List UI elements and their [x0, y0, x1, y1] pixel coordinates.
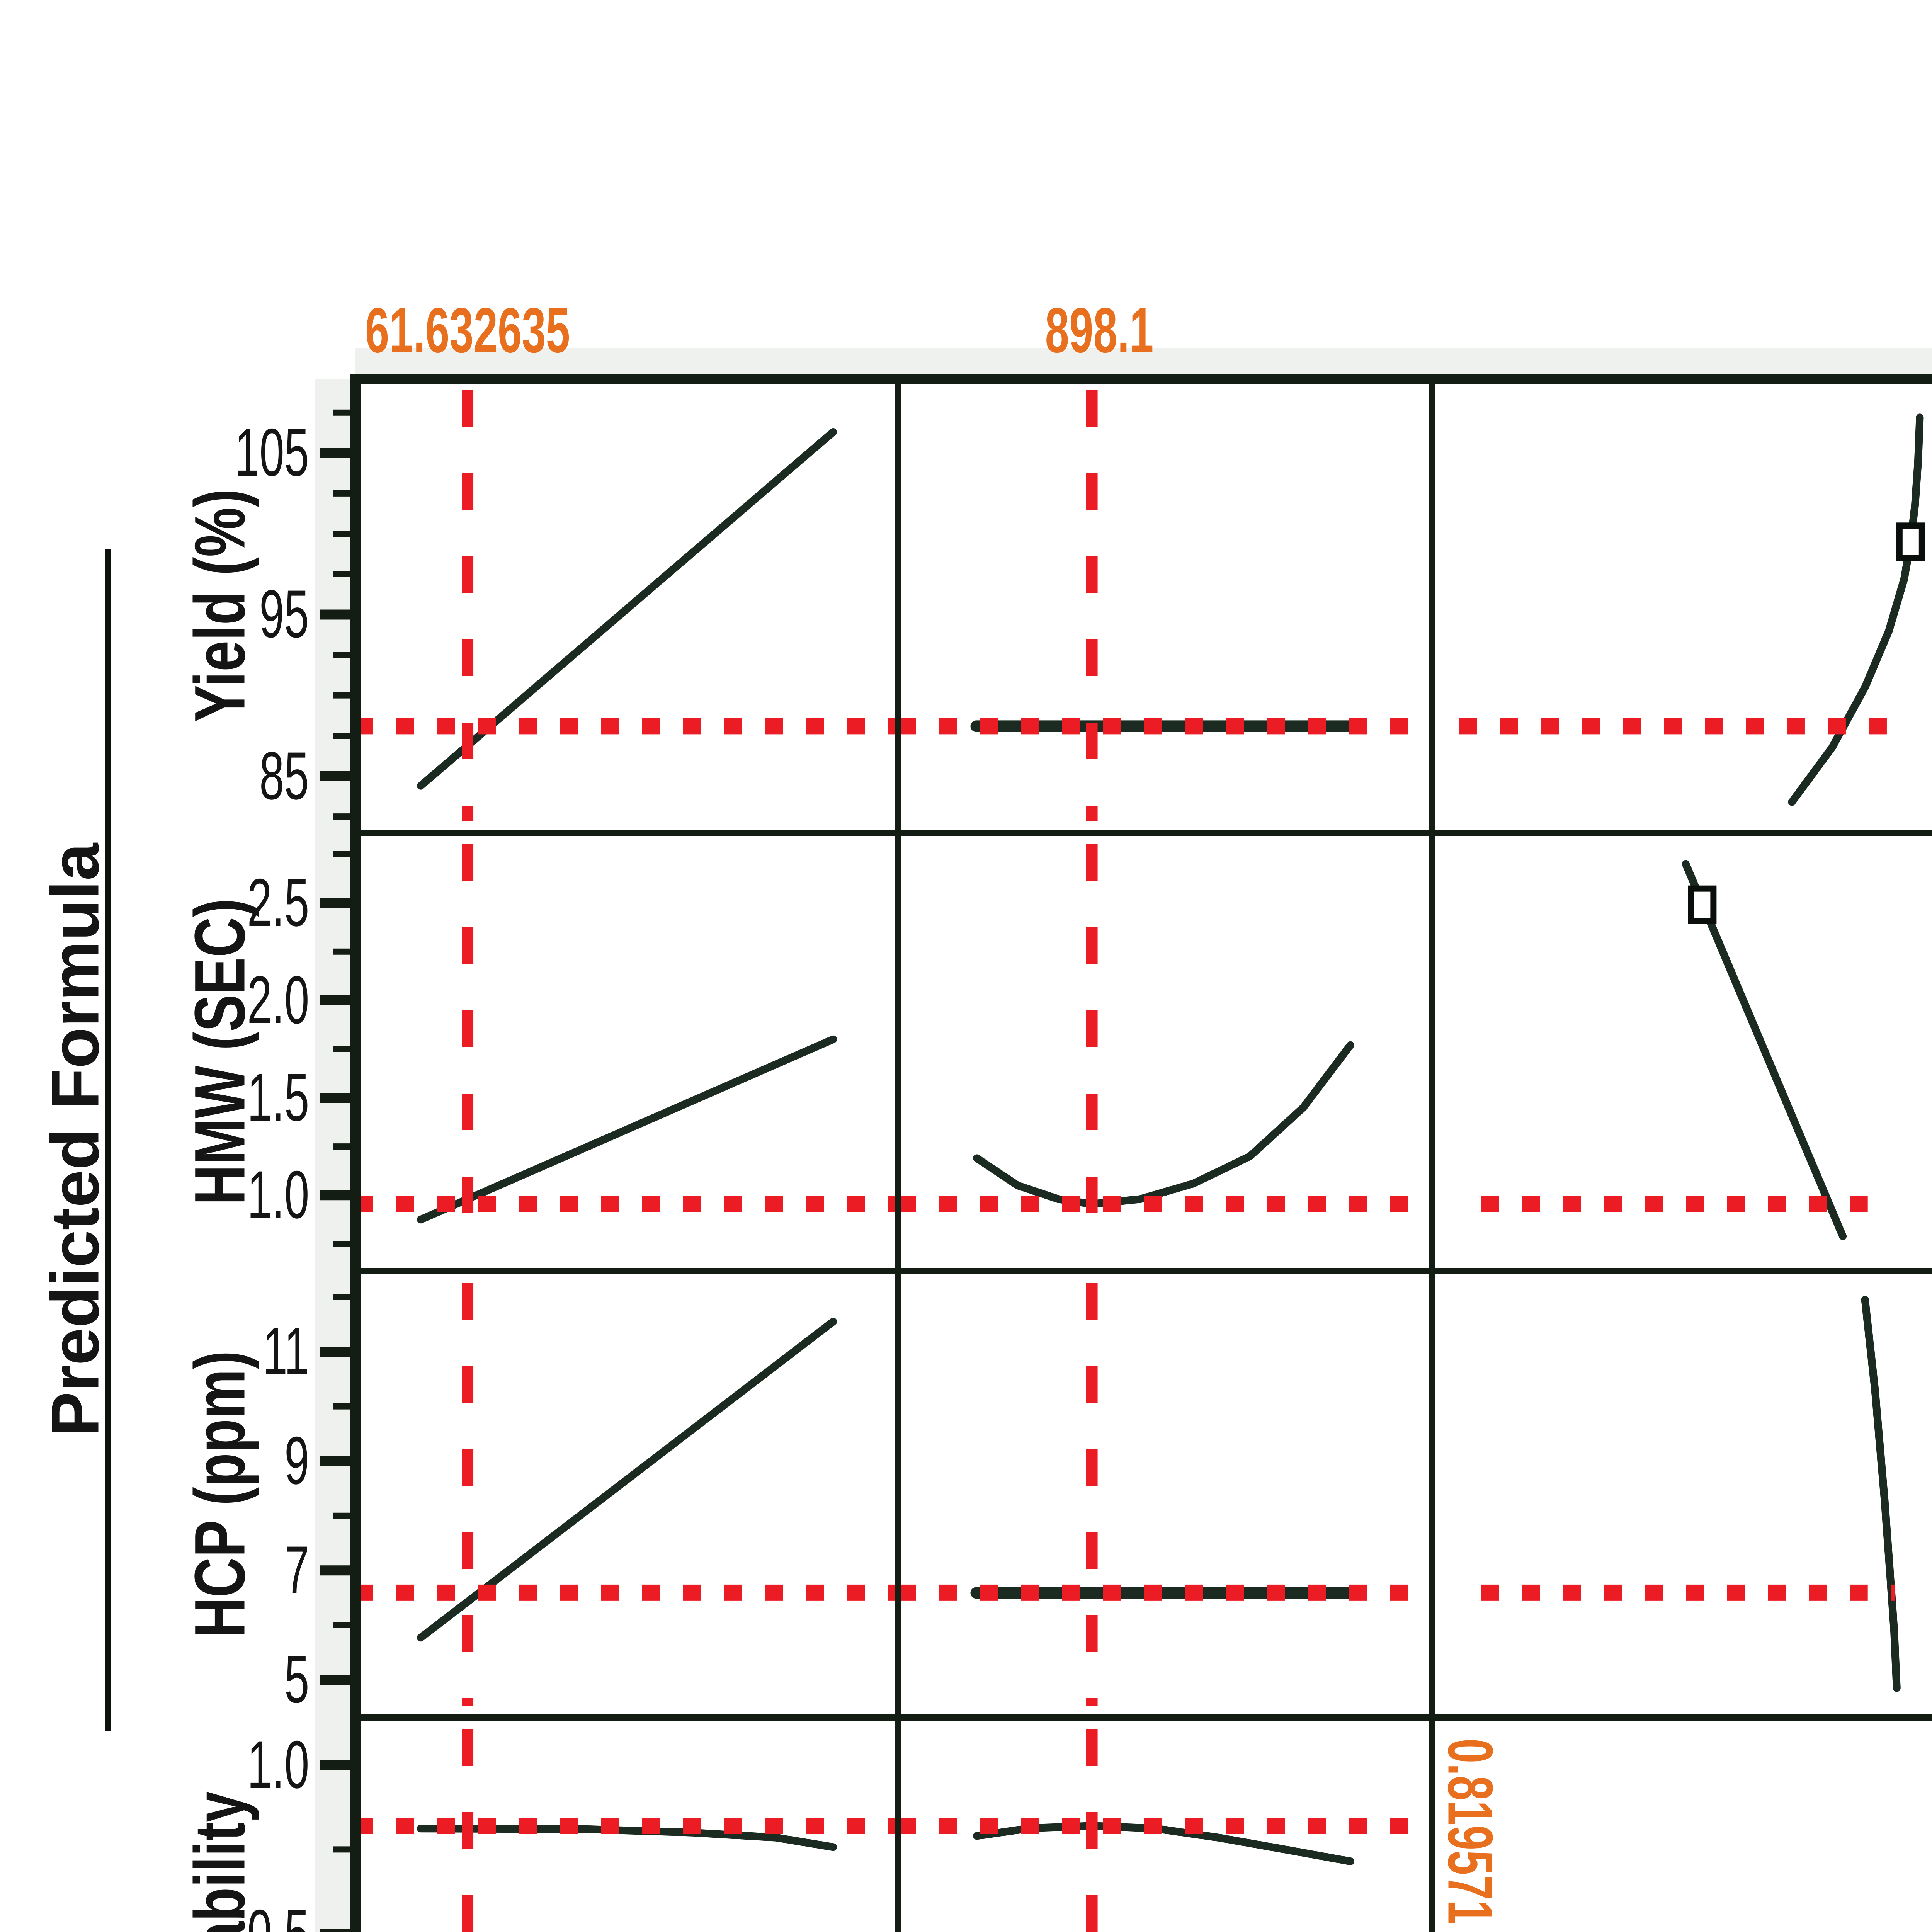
- left-group-title: Predicted Formula: [37, 843, 113, 1437]
- profile-curve: [1861, 1296, 1901, 1692]
- row-label-desirability: Desirability: [180, 1791, 260, 1932]
- row-label-hcp: HCP (ppm): [180, 1350, 260, 1638]
- as-concentration-setting-value: 898.1: [1045, 294, 1154, 366]
- y-tick-label: 5: [284, 1642, 309, 1718]
- point-marker: [1896, 522, 1925, 561]
- gray-band: [355, 348, 1932, 379]
- desirability-predicted-value: 0.819571: [1435, 1738, 1506, 1925]
- y-tick-label: 7: [284, 1532, 309, 1608]
- y-tick-label: 9: [284, 1423, 309, 1499]
- y-tick-label: 105: [235, 415, 309, 491]
- profile-curve: [973, 1041, 1354, 1208]
- grid-frame: [350, 374, 1932, 1932]
- profile-curve: [1682, 860, 1847, 1240]
- y-tick-label: 1.0: [247, 1157, 309, 1233]
- point-marker: [1688, 885, 1717, 924]
- loading-setting-value: 61.632635: [365, 294, 570, 366]
- profile-curve: [417, 1035, 837, 1224]
- profile-curve: [1788, 413, 1924, 806]
- row-label-yield: Yield (%): [180, 489, 260, 722]
- y-tick-label: 85: [259, 738, 309, 814]
- gray-band: [315, 379, 355, 1932]
- y-tick-label: 1.5: [247, 1060, 309, 1136]
- y-tick-label: 2.0: [247, 962, 309, 1038]
- y-tick-label: 11: [263, 1314, 309, 1389]
- y-tick-label: 1.0: [247, 1727, 309, 1803]
- y-tick-label: 95: [259, 577, 309, 652]
- row-label-hmw: HMW (SEC): [180, 898, 260, 1205]
- y-tick-label: 2.5: [247, 865, 309, 940]
- y-tick-label: 0.5: [247, 1900, 309, 1932]
